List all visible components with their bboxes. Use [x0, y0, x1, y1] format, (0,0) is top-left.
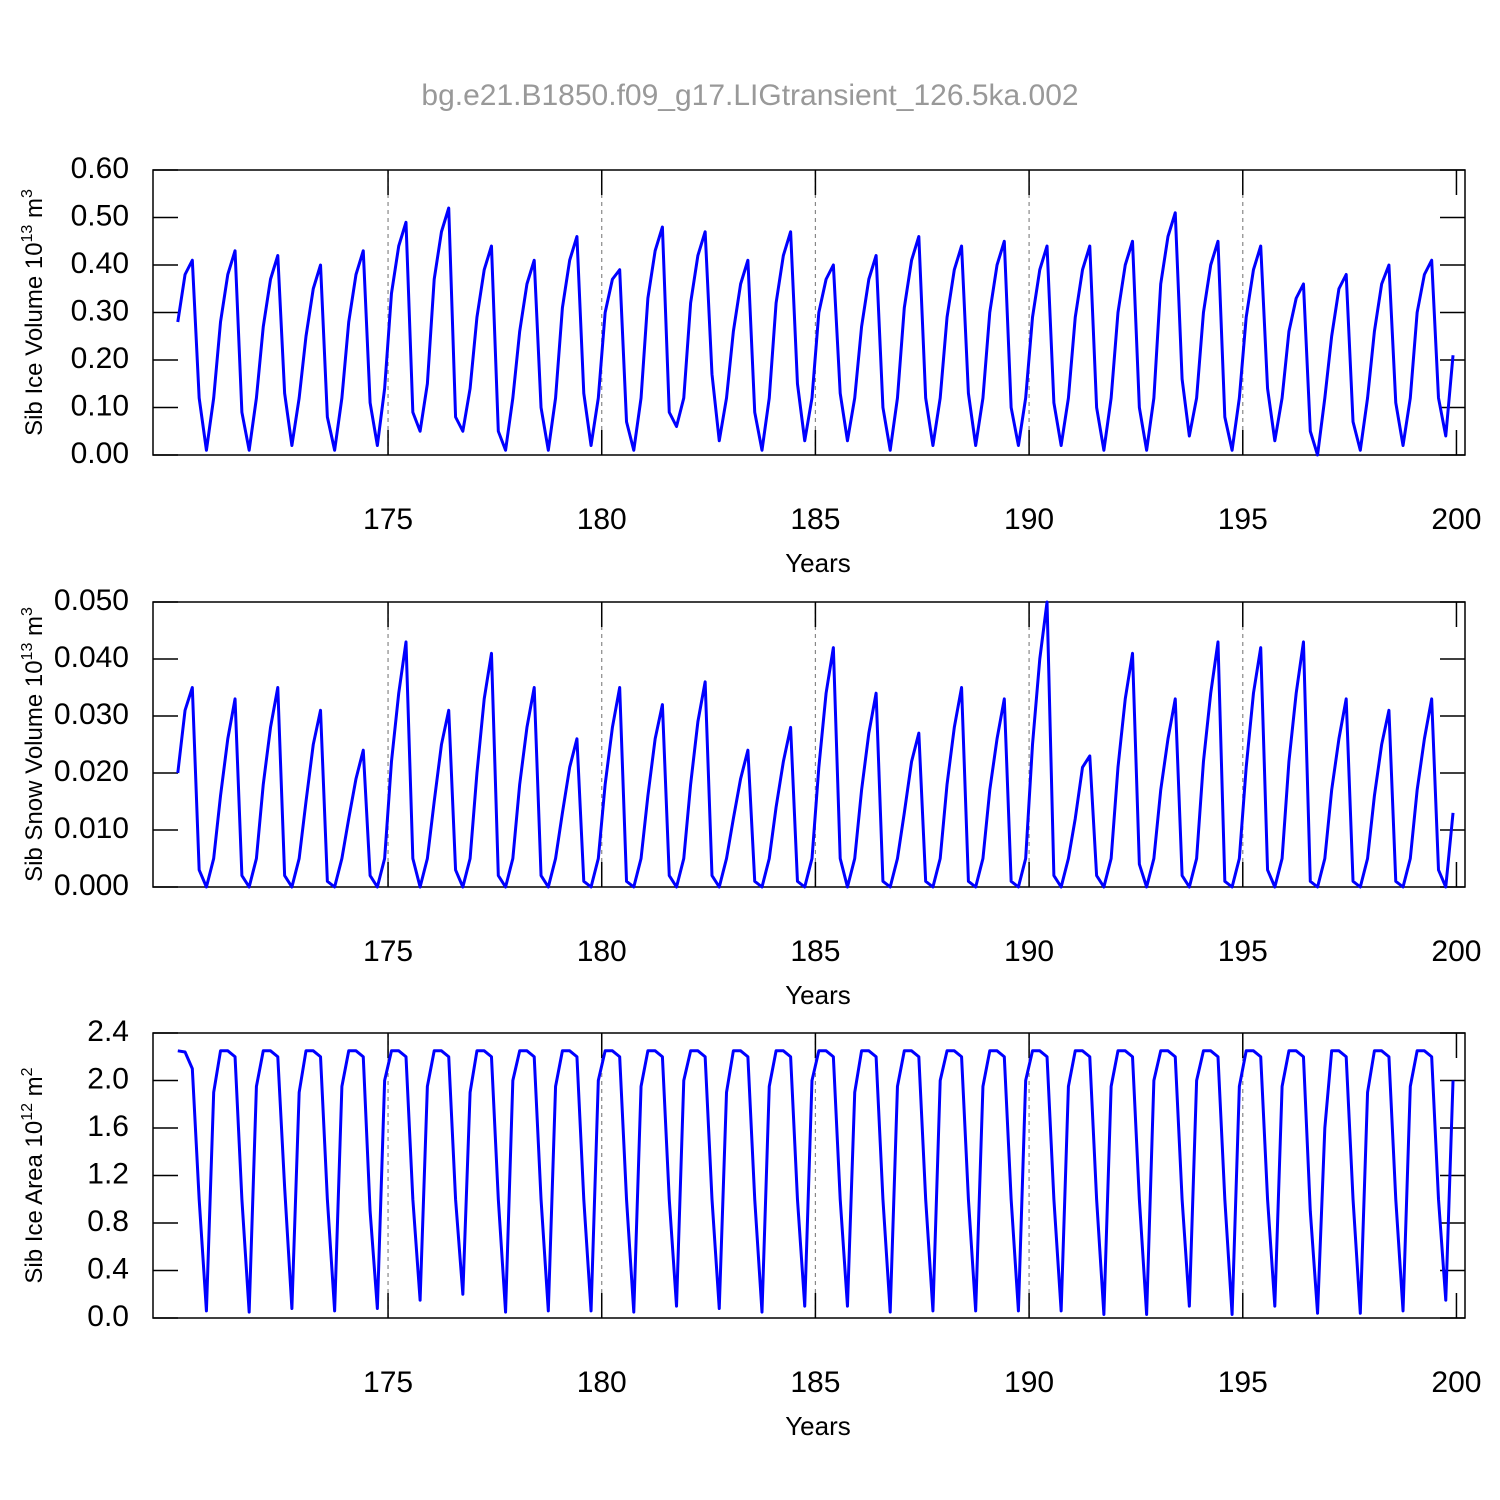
y-tick-label: 0.020: [54, 755, 129, 788]
y-tick-label: 2.0: [87, 1062, 129, 1095]
y-axis-label: Sib Ice Volume 1013 m3: [19, 189, 48, 436]
y-tick-label: 0.8: [87, 1205, 129, 1238]
data-line: [176, 206, 1455, 457]
y-axis-label-exponent: 2: [19, 1067, 36, 1076]
x-axis-label: Years: [785, 1411, 851, 1441]
y-tick-label: 0.60: [71, 152, 129, 185]
x-tick-label: 195: [1218, 503, 1268, 536]
y-axis-label-text: Sib Ice Area 10: [21, 1121, 48, 1284]
x-tick-label: 200: [1431, 935, 1481, 968]
plot-frame: [152, 601, 1466, 888]
y-tick-label: 0.040: [54, 641, 129, 674]
x-tick-label: 175: [363, 935, 413, 968]
x-tick-label: 175: [363, 503, 413, 536]
y-axis-label-exponent: 13: [19, 643, 36, 661]
y-tick-label: 2.4: [87, 1015, 129, 1048]
figure-title: bg.e21.B1850.f09_g17.LIGtransient_126.5k…: [421, 79, 1078, 112]
y-tick-label: 1.6: [87, 1110, 129, 1143]
y-tick-label: 0.20: [71, 342, 129, 375]
data-line: [177, 1049, 1455, 1316]
y-axis-label: Sib Ice Area 1012 m2: [19, 1067, 48, 1283]
y-axis-label-text: Sib Snow Volume 10: [21, 660, 48, 881]
x-tick-label: 185: [790, 935, 840, 968]
x-tick-label: 180: [577, 503, 627, 536]
y-tick-label: 1.2: [87, 1157, 129, 1190]
x-tick-label: 190: [1004, 1366, 1054, 1399]
x-tick-label: 200: [1431, 503, 1481, 536]
y-tick-label: 0.010: [54, 812, 129, 845]
y-tick-label: 0.0: [87, 1300, 129, 1333]
y-tick-label: 0.30: [71, 294, 129, 327]
y-axis-label-exponent: 13: [19, 225, 36, 243]
data-line: [176, 600, 1455, 889]
x-tick-label: 200: [1431, 1366, 1481, 1399]
x-tick-label: 190: [1004, 503, 1054, 536]
y-axis-label-text: Sib Ice Volume 10: [21, 242, 48, 435]
y-tick-label: 0.50: [71, 199, 129, 232]
x-tick-label: 195: [1218, 935, 1268, 968]
y-axis-label-text: m: [21, 1076, 48, 1103]
y-tick-label: 0.10: [71, 389, 129, 422]
y-axis-label: Sib Snow Volume 1013 m3: [19, 607, 48, 882]
y-axis-label-exponent: 3: [19, 189, 36, 198]
y-axis-label-text: m: [21, 616, 48, 643]
x-tick-label: 185: [790, 503, 840, 536]
y-tick-label: 0.4: [87, 1252, 129, 1285]
x-axis-label: Years: [785, 548, 851, 578]
y-tick-label: 0.050: [54, 584, 129, 617]
x-tick-label: 185: [790, 1366, 840, 1399]
x-tick-label: 180: [577, 1366, 627, 1399]
x-tick-label: 190: [1004, 935, 1054, 968]
y-axis-label-exponent: 12: [19, 1103, 36, 1121]
y-axis-label-exponent: 3: [19, 607, 36, 616]
y-tick-label: 0.030: [54, 698, 129, 731]
x-tick-label: 180: [577, 935, 627, 968]
x-tick-label: 195: [1218, 1366, 1268, 1399]
x-axis-label: Years: [785, 980, 851, 1010]
y-axis-label-text: m: [21, 198, 48, 225]
y-tick-label: 0.000: [54, 869, 129, 902]
x-tick-label: 175: [363, 1366, 413, 1399]
y-tick-label: 0.00: [71, 437, 129, 470]
y-tick-label: 0.40: [71, 247, 129, 280]
